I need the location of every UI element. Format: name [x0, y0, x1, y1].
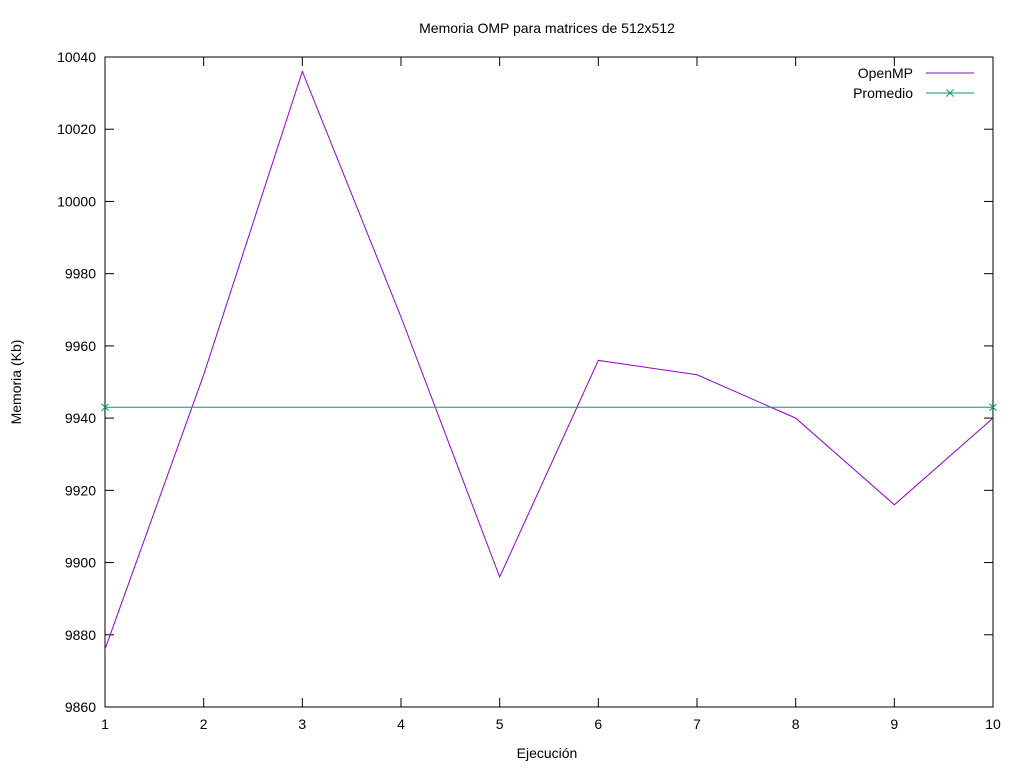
legend-label-promedio: Promedio — [853, 85, 913, 101]
x-tick-label: 7 — [693, 716, 701, 732]
plot-border — [104, 56, 994, 708]
x-tick-label: 8 — [792, 716, 800, 732]
y-tick-label: 9980 — [65, 266, 96, 282]
y-tick-label: 9860 — [65, 699, 96, 715]
x-tick-label: 5 — [496, 716, 504, 732]
y-tick-label: 9940 — [65, 410, 96, 426]
legend-marker-promedio — [946, 89, 954, 97]
y-tick-label: 9960 — [65, 338, 96, 354]
y-tick-label: 10020 — [57, 121, 96, 137]
x-axis-label: Ejecución — [517, 745, 578, 761]
y-tick-label: 9900 — [65, 555, 96, 571]
y-tick-label: 9920 — [65, 482, 96, 498]
data-point-promedio — [989, 403, 997, 412]
y-tick-label: 9880 — [65, 627, 96, 643]
y-axis: 9860 9880 9900 9920 9940 9960 9980 10000 10020 10… — [57, 49, 993, 715]
chart-title: Memoria OMP para matrices de 512x512 — [419, 20, 675, 36]
y-tick-label: 10040 — [57, 49, 96, 65]
series-line-openmp — [104, 69, 994, 650]
y-axis-label: Memoria (Kb) — [8, 340, 24, 425]
x-axis: 1 2 3 4 5 6 7 8 9 10 — [101, 57, 1001, 732]
x-tick-label: 6 — [594, 716, 602, 732]
x-tick-label: 1 — [101, 716, 109, 732]
legend: OpenMP Promedio — [853, 65, 974, 101]
series-layer — [101, 69, 997, 650]
x-tick-label: 2 — [200, 716, 208, 732]
y-tick-label: 10000 — [57, 193, 96, 209]
x-tick-label: 3 — [298, 716, 306, 732]
data-point-promedio — [101, 403, 109, 412]
x-tick-label: 9 — [890, 716, 898, 732]
legend-label-openmp: OpenMP — [858, 65, 913, 81]
x-tick-label: 4 — [397, 716, 405, 732]
x-tick-label: 10 — [985, 716, 1001, 732]
